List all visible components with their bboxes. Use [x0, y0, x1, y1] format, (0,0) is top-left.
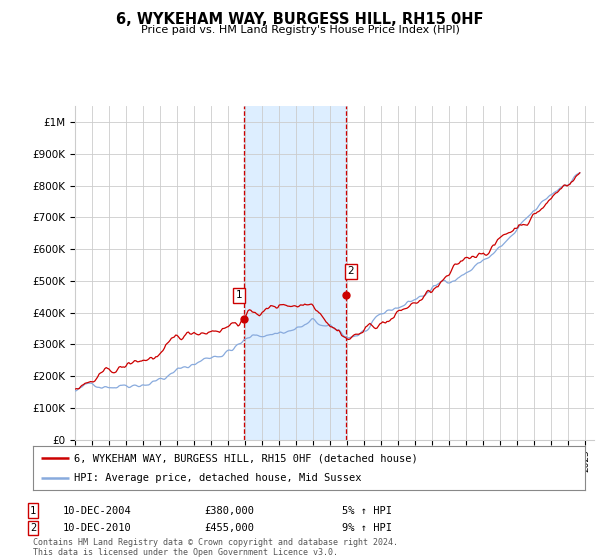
- Text: 6, WYKEHAM WAY, BURGESS HILL, RH15 0HF: 6, WYKEHAM WAY, BURGESS HILL, RH15 0HF: [116, 12, 484, 27]
- Bar: [244, 106, 346, 440]
- Text: 1: 1: [235, 290, 242, 300]
- Text: 6, WYKEHAM WAY, BURGESS HILL, RH15 0HF (detached house): 6, WYKEHAM WAY, BURGESS HILL, RH15 0HF (…: [74, 453, 418, 463]
- Text: HPI: Average price, detached house, Mid Sussex: HPI: Average price, detached house, Mid …: [74, 473, 362, 483]
- Text: 10-DEC-2004: 10-DEC-2004: [63, 506, 132, 516]
- Text: 5% ↑ HPI: 5% ↑ HPI: [342, 506, 392, 516]
- Text: 10-DEC-2010: 10-DEC-2010: [63, 523, 132, 533]
- Text: 2: 2: [30, 523, 36, 533]
- Text: 1: 1: [30, 506, 36, 516]
- Text: Contains HM Land Registry data © Crown copyright and database right 2024.
This d: Contains HM Land Registry data © Crown c…: [33, 538, 398, 557]
- Text: 9% ↑ HPI: 9% ↑ HPI: [342, 523, 392, 533]
- Text: 2: 2: [347, 267, 355, 277]
- Text: £455,000: £455,000: [204, 523, 254, 533]
- Text: Price paid vs. HM Land Registry's House Price Index (HPI): Price paid vs. HM Land Registry's House …: [140, 25, 460, 35]
- Text: £380,000: £380,000: [204, 506, 254, 516]
